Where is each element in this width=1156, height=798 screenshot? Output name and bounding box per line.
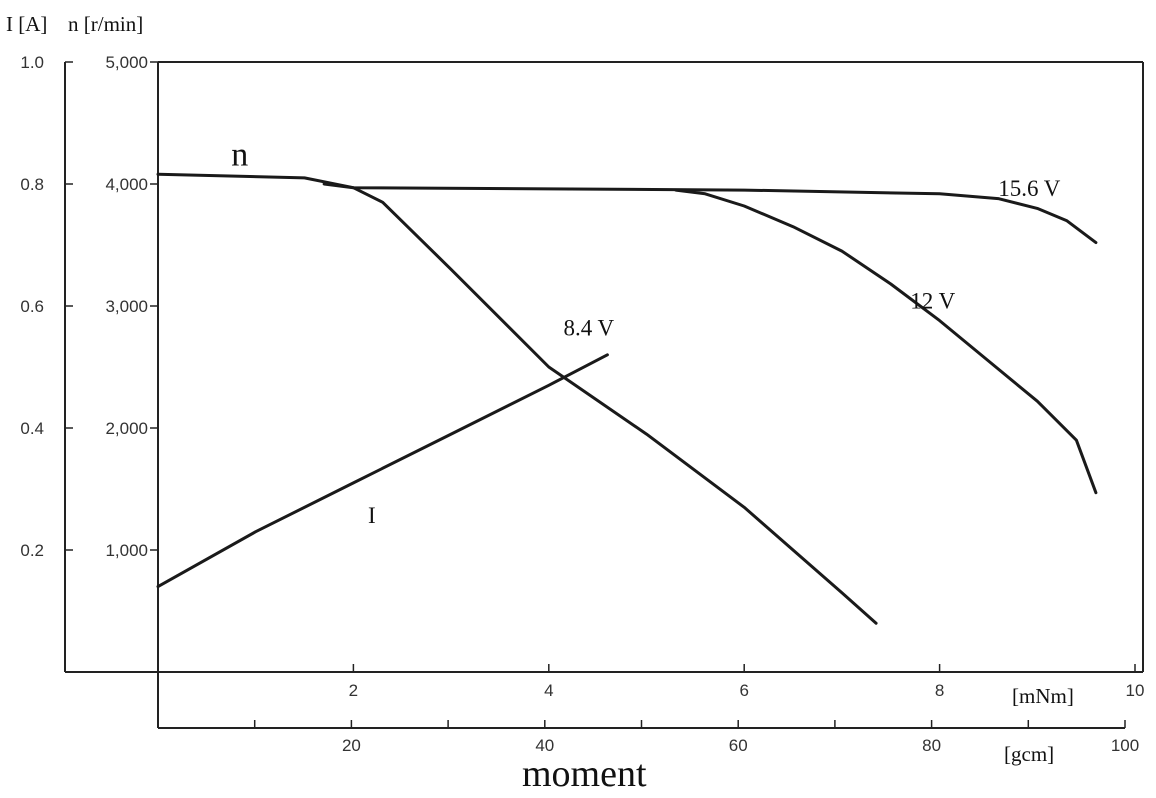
gcm-tick-label: 60: [729, 736, 748, 755]
x-axis-top-unit-label: [mNm]: [1012, 684, 1074, 708]
x-axis-bottom-unit-label: [gcm]: [1004, 742, 1055, 766]
curve-label: 12 V: [910, 288, 955, 313]
current-tick-label: 0.2: [20, 541, 44, 560]
gcm-tick-label: 100: [1111, 736, 1139, 755]
current-tick-label: 0.6: [20, 297, 44, 316]
series-line-12-v: [674, 188, 1098, 495]
current-tick-label: 0.8: [20, 175, 44, 194]
speed-tick-label: 1,000: [105, 541, 148, 560]
axes: [64, 61, 1144, 729]
mnm-tick-label: 8: [935, 681, 944, 700]
series-line-i: [156, 353, 609, 589]
current-tick-label: 0.4: [20, 419, 44, 438]
speed-tick-label: 4,000: [105, 175, 148, 194]
curve-label: 15.6 V: [998, 176, 1061, 201]
series-line-8-4-v: [322, 182, 878, 625]
y-axis-label-speed: n [r/min]: [68, 12, 144, 36]
gcm-tick-label: 20: [342, 736, 361, 755]
current-tick-label: 1.0: [20, 53, 44, 72]
y-axis-label-current: I [A]: [6, 12, 48, 36]
mnm-tick-label: 4: [544, 681, 553, 700]
series-line-15-6-v: [156, 172, 1098, 245]
x-axis-title: moment: [522, 753, 647, 795]
mnm-tick-label: 10: [1126, 681, 1145, 700]
curve-label: n: [231, 137, 248, 174]
curve-labels: n 15.6 V 12 V 8.4 V I: [231, 137, 1061, 528]
curve-label: I: [368, 503, 376, 528]
speed-tick-label: 2,000: [105, 419, 148, 438]
series-lines: [156, 172, 1098, 625]
mnm-tick-label: 2: [349, 681, 358, 700]
curve-label: 8.4 V: [563, 315, 614, 340]
gcm-tick-label: 80: [922, 736, 941, 755]
speed-tick-label: 3,000: [105, 297, 148, 316]
gcm-tick-label: 40: [535, 736, 554, 755]
tick-labels: 1.0 0.8 0.6 0.4 0.2 5,000 4,000 3,000 2,000 1,000…: [20, 53, 1144, 755]
mnm-tick-label: 6: [739, 681, 748, 700]
speed-tick-label: 5,000: [105, 53, 148, 72]
